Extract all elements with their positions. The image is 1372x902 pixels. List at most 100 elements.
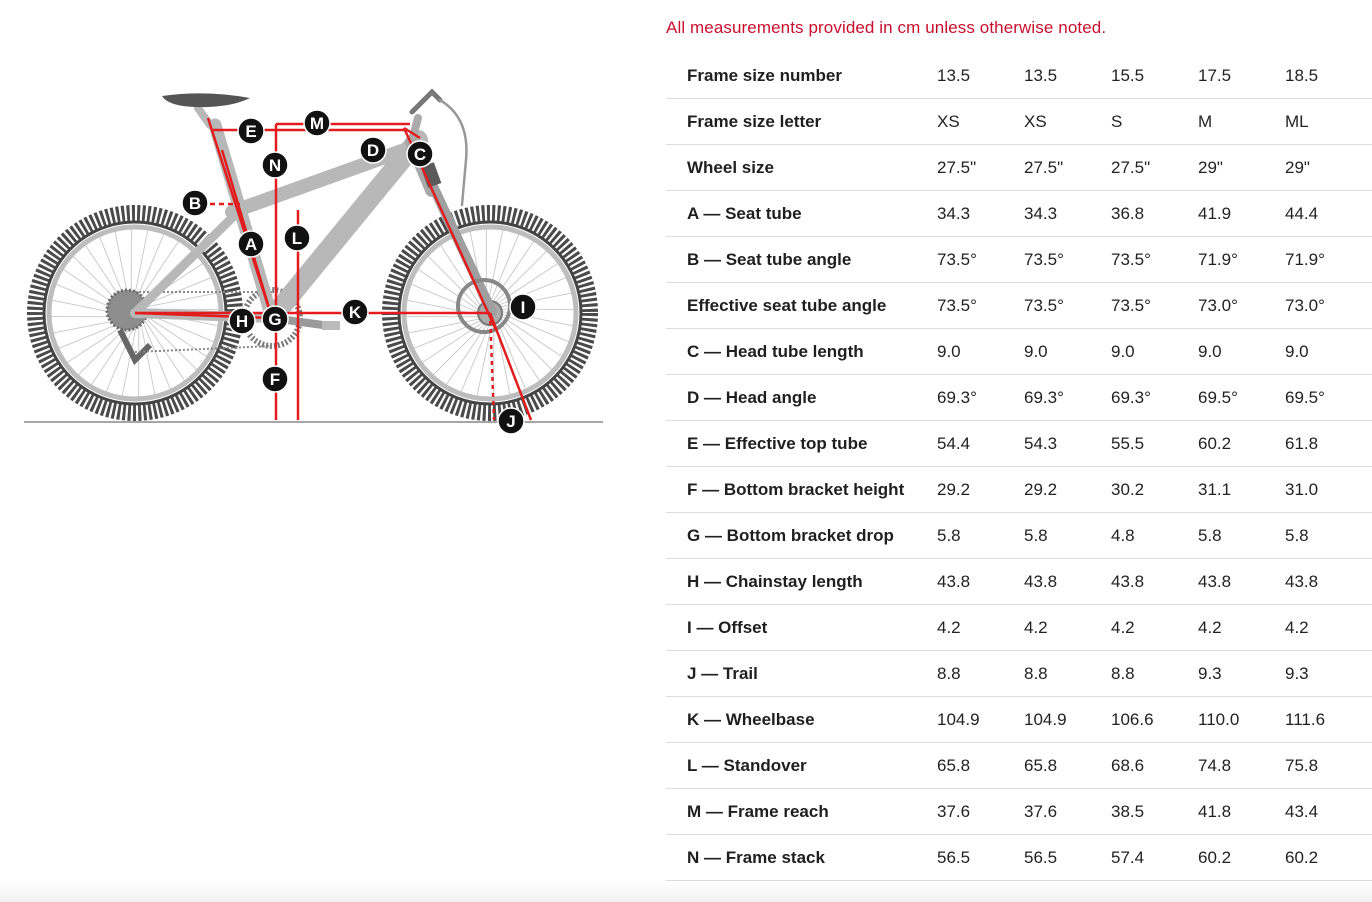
table-cell: 44.4	[1285, 190, 1372, 237]
callout-d: D	[359, 136, 387, 164]
table-row: Frame size letter XS XS S M ML	[666, 98, 1372, 145]
table-cell: 43.8	[1198, 558, 1285, 605]
table-cell: 73.5°	[1111, 236, 1198, 283]
table-cell: XS	[1024, 98, 1111, 145]
table-cell: 4.2	[1198, 604, 1285, 651]
row-label: B — Seat tube angle	[666, 236, 937, 283]
table-cell: 27.5"	[937, 144, 1024, 191]
callout-letter: D	[367, 141, 379, 160]
table-cell: 37.6	[1024, 788, 1111, 835]
table-row: D — Head angle 69.3° 69.3° 69.3° 69.5° 69.5°	[666, 374, 1372, 421]
table-row: H — Chainstay length 43.8 43.8 43.8 43.8 43.8	[666, 558, 1372, 605]
measurement-lines	[134, 117, 533, 421]
callout-m: M	[303, 109, 331, 137]
row-label: G — Bottom bracket drop	[666, 512, 937, 559]
table-cell: 29"	[1285, 144, 1372, 191]
table-cell: 18.5	[1285, 53, 1372, 99]
table-cell: 73.5°	[937, 282, 1024, 329]
table-cell: 43.8	[937, 558, 1024, 605]
callout-letter: I	[521, 298, 526, 317]
table-row: J — Trail 8.8 8.8 8.8 9.3 9.3	[666, 650, 1372, 697]
table-cell: 60.2	[1198, 834, 1285, 881]
table-cell: 13.5	[937, 53, 1024, 99]
table-row: M — Frame reach 37.6 37.6 38.5 41.8 43.4	[666, 788, 1372, 835]
table-cell: 9.0	[1198, 328, 1285, 375]
table-cell: 104.9	[937, 696, 1024, 743]
table-cell: 75.8	[1285, 742, 1372, 789]
table-row: L — Standover 65.8 65.8 68.6 74.8 75.8	[666, 742, 1372, 789]
row-label: K — Wheelbase	[666, 696, 937, 743]
row-label: Wheel size	[666, 144, 937, 191]
table-row: G — Bottom bracket drop 5.8 5.8 4.8 5.8 5.8	[666, 512, 1372, 559]
table-row: E — Effective top tube 54.4 54.3 55.5 60.2 61…	[666, 420, 1372, 467]
table-cell: 73.0°	[1198, 282, 1285, 329]
callout-letter: L	[292, 229, 302, 248]
row-label: Frame size number	[666, 53, 937, 99]
callout-letter: B	[189, 194, 201, 213]
table-cell: 110.0	[1198, 696, 1285, 743]
saddle	[162, 93, 250, 108]
table-cell: 69.3°	[1024, 374, 1111, 421]
table-cell: 61.8	[1285, 420, 1372, 467]
callout-c: C	[406, 140, 434, 168]
callout-a: A	[237, 230, 265, 258]
table-cell: 69.5°	[1285, 374, 1372, 421]
table-cell: 9.3	[1285, 650, 1372, 697]
callout-letter: H	[236, 312, 248, 331]
table-cell: 56.5	[937, 834, 1024, 881]
table-cell: 38.5	[1111, 788, 1198, 835]
table-cell: 29"	[1198, 144, 1285, 191]
callout-letter: K	[349, 303, 362, 322]
callout-k: K	[341, 298, 369, 326]
table-cell: 15.5	[1111, 53, 1198, 99]
table-cell: 13.5	[1024, 53, 1111, 99]
callout-f: F	[261, 365, 289, 393]
table-cell: 57.4	[1111, 834, 1198, 881]
table-cell: 71.9°	[1198, 236, 1285, 283]
table-cell: 65.8	[1024, 742, 1111, 789]
table-cell: 73.0°	[1285, 282, 1372, 329]
table-cell: 8.8	[1024, 650, 1111, 697]
callout-letter: N	[269, 156, 281, 175]
table-cell: 29.2	[937, 466, 1024, 513]
row-label: M — Frame reach	[666, 788, 937, 835]
callout-e: E	[237, 117, 265, 145]
callout-j: J	[497, 407, 525, 435]
callout-letter: J	[506, 412, 515, 431]
bike-geometry-diagram: A B C D E F G H I J K L M N	[24, 88, 603, 435]
table-cell: 41.8	[1198, 788, 1285, 835]
table-cell: 73.5°	[1024, 236, 1111, 283]
table-cell: 9.0	[937, 328, 1024, 375]
table-cell: 30.2	[1111, 466, 1198, 513]
row-label: Effective seat tube angle	[666, 282, 937, 329]
callout-letter: M	[310, 114, 324, 133]
table-row: Wheel size 27.5" 27.5" 27.5" 29" 29"	[666, 144, 1372, 191]
table-cell: 34.3	[937, 190, 1024, 237]
table-cell: ML	[1285, 98, 1372, 145]
table-cell: 5.8	[1285, 512, 1372, 559]
table-cell: 8.8	[937, 650, 1024, 697]
table-cell: 9.0	[1024, 328, 1111, 375]
callout-letter: F	[270, 370, 280, 389]
table-cell: 8.8	[1111, 650, 1198, 697]
table-cell: 5.8	[937, 512, 1024, 559]
table-cell: 34.3	[1024, 190, 1111, 237]
table-cell: 27.5"	[1024, 144, 1111, 191]
table-cell: 106.6	[1111, 696, 1198, 743]
table-cell: S	[1111, 98, 1198, 145]
table-cell: 9.0	[1111, 328, 1198, 375]
table-row: A — Seat tube 34.3 34.3 36.8 41.9 44.4	[666, 190, 1372, 237]
table-row: B — Seat tube angle 73.5° 73.5° 73.5° 71.9° 7…	[666, 236, 1372, 283]
table-cell: 41.9	[1198, 190, 1285, 237]
callout-l: L	[283, 224, 311, 252]
row-label: C — Head tube length	[666, 328, 937, 375]
table-cell: 4.8	[1111, 512, 1198, 559]
table-cell: 60.2	[1198, 420, 1285, 467]
table-cell: 27.5"	[1111, 144, 1198, 191]
table-cell: 65.8	[937, 742, 1024, 789]
table-cell: 31.1	[1198, 466, 1285, 513]
table-cell: 4.2	[937, 604, 1024, 651]
callout-letter: E	[245, 122, 256, 141]
table-row: Frame size number 13.5 13.5 15.5 17.5 18.5	[666, 53, 1372, 99]
table-cell: 5.8	[1024, 512, 1111, 559]
